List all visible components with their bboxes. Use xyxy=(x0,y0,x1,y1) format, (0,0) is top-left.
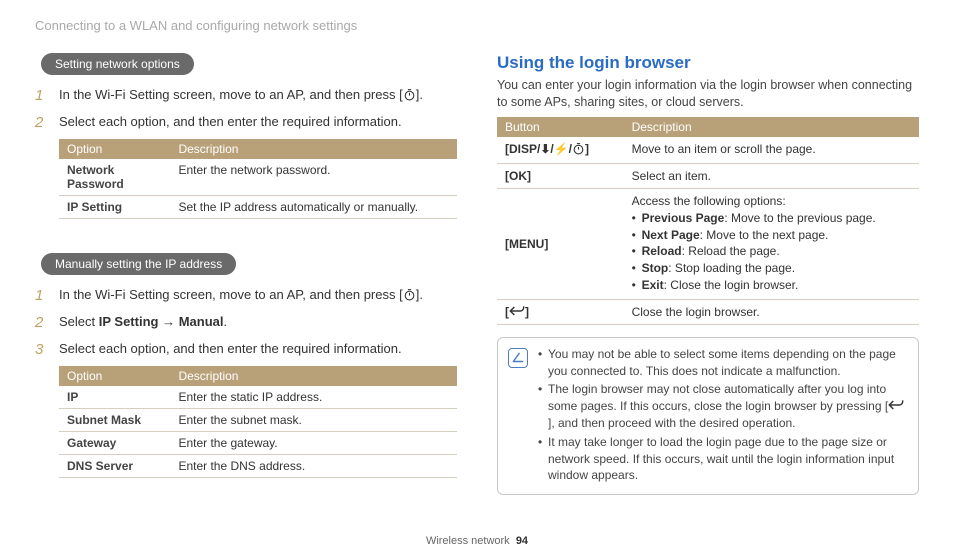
breadcrumb: Connecting to a WLAN and configuring net… xyxy=(35,18,919,33)
desc-cell: Select an item. xyxy=(624,163,919,188)
note-item: The login browser may not close automati… xyxy=(538,381,908,431)
table-cell: Enter the gateway. xyxy=(170,432,457,455)
table-row: IP SettingSet the IP address automatical… xyxy=(59,196,457,219)
step-number: 1 xyxy=(35,85,49,106)
step-item: 2 Select each option, and then enter the … xyxy=(35,112,457,133)
buttons-table: ButtonDescription[DISP/⬇/⚡/]Move to an i… xyxy=(497,117,919,325)
step-item: 2 Select IP Setting → Manual. xyxy=(35,312,457,333)
options-table-2: OptionDescriptionIPEnter the static IP a… xyxy=(59,366,457,478)
step-text: Select IP Setting → Manual. xyxy=(59,312,457,333)
step-text: Select each option, and then enter the r… xyxy=(59,112,457,133)
button-cell: [MENU] xyxy=(497,188,624,299)
timer-icon xyxy=(572,142,585,158)
back-icon xyxy=(509,305,525,319)
right-column: Using the login browser You can enter yo… xyxy=(497,53,919,498)
table-cell: Enter the subnet mask. xyxy=(170,409,457,432)
note-item: It may take longer to load the login pag… xyxy=(538,434,908,484)
step-number: 3 xyxy=(35,339,49,360)
desc-cell: Move to an item or scroll the page. xyxy=(624,137,919,164)
button-cell: [] xyxy=(497,299,624,324)
table-header: Description xyxy=(170,139,457,159)
table-row: [DISP/⬇/⚡/]Move to an item or scroll the… xyxy=(497,137,919,164)
steps-list-2: 1 In the Wi-Fi Setting screen, move to an… xyxy=(35,285,457,360)
timer-icon xyxy=(403,88,416,106)
button-cell: [DISP/⬇/⚡/] xyxy=(497,137,624,164)
step-text: Select each option, and then enter the r… xyxy=(59,339,457,360)
button-cell: [OK] xyxy=(497,163,624,188)
table-row: [OK]Select an item. xyxy=(497,163,919,188)
options-table-1: OptionDescriptionNetwork PasswordEnter t… xyxy=(59,139,457,219)
table-row: [MENU]Access the following options:Previ… xyxy=(497,188,919,299)
step-text: In the Wi-Fi Setting screen, move to an … xyxy=(59,85,457,106)
table-row: GatewayEnter the gateway. xyxy=(59,432,457,455)
step-item: 3 Select each option, and then enter the … xyxy=(35,339,457,360)
step-number: 2 xyxy=(35,112,49,133)
steps-list-1: 1 In the Wi-Fi Setting screen, move to an… xyxy=(35,85,457,133)
note-icon xyxy=(508,348,528,368)
desc-cell: Close the login browser. xyxy=(624,299,919,324)
section-intro: You can enter your login information via… xyxy=(497,77,919,111)
table-cell: Enter the network password. xyxy=(170,159,457,196)
section-heading: Using the login browser xyxy=(497,53,919,73)
table-row: Network PasswordEnter the network passwo… xyxy=(59,159,457,196)
step-text: In the Wi-Fi Setting screen, move to an … xyxy=(59,285,457,306)
back-icon xyxy=(888,399,904,413)
content-columns: Setting network options 1 In the Wi-Fi Se… xyxy=(35,53,919,498)
step-item: 1 In the Wi-Fi Setting screen, move to an… xyxy=(35,285,457,306)
table-cell: IP Setting xyxy=(59,196,170,219)
step-item: 1 In the Wi-Fi Setting screen, move to an… xyxy=(35,85,457,106)
left-column: Setting network options 1 In the Wi-Fi Se… xyxy=(35,53,457,498)
table-header: Option xyxy=(59,139,170,159)
table-header: Description xyxy=(170,366,457,386)
footer-section: Wireless network xyxy=(426,535,510,547)
table-cell: Enter the DNS address. xyxy=(170,455,457,478)
table-row: DNS ServerEnter the DNS address. xyxy=(59,455,457,478)
table-cell: IP xyxy=(59,386,170,409)
section-pill-network-options: Setting network options xyxy=(41,53,194,75)
table-header: Option xyxy=(59,366,170,386)
footer-page: 94 xyxy=(516,535,528,547)
table-cell: Set the IP address automatically or manu… xyxy=(170,196,457,219)
table-cell: Network Password xyxy=(59,159,170,196)
section-pill-manual-ip: Manually setting the IP address xyxy=(41,253,236,275)
timer-icon xyxy=(403,288,416,306)
table-row: Subnet MaskEnter the subnet mask. xyxy=(59,409,457,432)
step-number: 2 xyxy=(35,312,49,333)
table-cell: DNS Server xyxy=(59,455,170,478)
note-item: You may not be able to select some items… xyxy=(538,346,908,380)
step-number: 1 xyxy=(35,285,49,306)
table-header: Button xyxy=(497,117,624,137)
table-row: []Close the login browser. xyxy=(497,299,919,324)
table-header: Description xyxy=(624,117,919,137)
table-cell: Subnet Mask xyxy=(59,409,170,432)
desc-cell: Access the following options:Previous Pa… xyxy=(624,188,919,299)
table-cell: Enter the static IP address. xyxy=(170,386,457,409)
table-row: IPEnter the static IP address. xyxy=(59,386,457,409)
note-list: You may not be able to select some items… xyxy=(538,346,908,486)
table-cell: Gateway xyxy=(59,432,170,455)
page-footer: Wireless network 94 xyxy=(0,535,954,547)
note-box: You may not be able to select some items… xyxy=(497,337,919,495)
